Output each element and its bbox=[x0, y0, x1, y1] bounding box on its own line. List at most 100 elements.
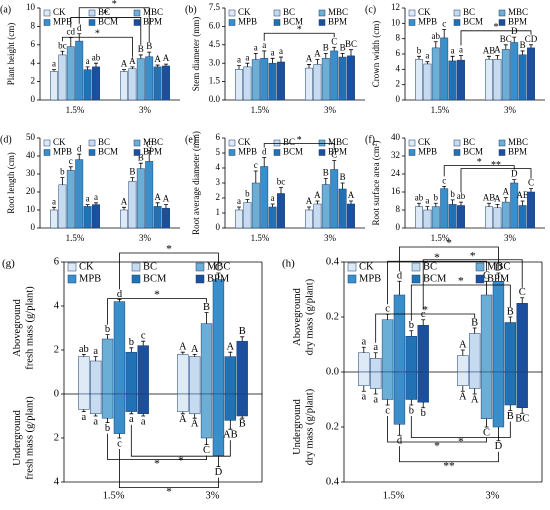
error-bar bbox=[192, 354, 197, 357]
significance-letter: C bbox=[331, 150, 337, 160]
significance-letter: A bbox=[129, 56, 136, 66]
error-bar bbox=[192, 413, 197, 419]
error-bar bbox=[204, 438, 209, 445]
bar bbox=[212, 393, 225, 456]
error-bar bbox=[130, 177, 135, 182]
bar bbox=[251, 59, 260, 101]
legend-swatch bbox=[195, 262, 205, 272]
panel-label: (e) bbox=[185, 134, 196, 145]
error-bar bbox=[138, 162, 143, 169]
error-bar bbox=[164, 204, 168, 209]
error-bar bbox=[459, 201, 463, 206]
error-bar bbox=[323, 178, 328, 185]
error-bar bbox=[237, 206, 241, 210]
significance-letter: B bbox=[129, 167, 135, 177]
y-axis-label: Underground bbox=[12, 409, 23, 466]
error-bar bbox=[155, 64, 160, 67]
bar bbox=[145, 161, 154, 229]
legend-swatch bbox=[88, 9, 96, 17]
error-bar bbox=[361, 346, 366, 353]
bar bbox=[457, 205, 465, 229]
legend-swatch bbox=[318, 19, 326, 26]
significance-bracket bbox=[107, 298, 207, 325]
bar bbox=[89, 360, 102, 395]
significance-letter: B bbox=[239, 326, 246, 337]
error-bar bbox=[141, 413, 146, 417]
significance-letter: d bbox=[397, 436, 403, 447]
significance-bracket bbox=[263, 32, 335, 41]
error-bar bbox=[253, 52, 258, 60]
significance-letter: a bbox=[245, 52, 249, 62]
error-bar bbox=[495, 55, 500, 60]
legend-swatch bbox=[228, 19, 236, 26]
panel-label: (h) bbox=[282, 258, 295, 270]
significance-letter: D bbox=[495, 262, 503, 273]
y-tick-label: 0 bbox=[216, 222, 221, 232]
significance-letter: B bbox=[507, 306, 514, 317]
significance-letter: A bbox=[494, 193, 501, 203]
error-bar bbox=[315, 200, 320, 204]
y-tick-label: 0 bbox=[31, 94, 36, 104]
error-bar bbox=[68, 166, 73, 171]
y-tick-label: 4 bbox=[31, 57, 36, 67]
error-bar bbox=[495, 203, 500, 208]
significance-star: * bbox=[297, 135, 302, 146]
legend-swatch bbox=[195, 274, 205, 284]
legend-swatch bbox=[318, 139, 326, 147]
y-tick-label: 20 bbox=[26, 186, 36, 196]
y-tick-label: 1 bbox=[216, 207, 221, 217]
error-bar bbox=[122, 206, 126, 210]
significance-letter: d bbox=[262, 147, 267, 157]
bar bbox=[448, 60, 457, 101]
significance-letter: ab bbox=[79, 344, 89, 355]
bar bbox=[83, 69, 92, 101]
error-bar bbox=[442, 29, 447, 38]
bar bbox=[66, 46, 75, 101]
significance-letter: c bbox=[442, 19, 446, 29]
error-bar bbox=[129, 347, 134, 353]
bar bbox=[493, 59, 502, 101]
panel-label: (b) bbox=[185, 4, 197, 15]
bar bbox=[501, 201, 510, 229]
error-bar bbox=[155, 202, 160, 207]
bar bbox=[236, 340, 248, 395]
legend-swatch bbox=[411, 262, 421, 272]
significance-letter: a bbox=[237, 55, 241, 65]
significance-letter: C bbox=[146, 140, 152, 150]
bar bbox=[330, 169, 339, 229]
significance-star: * bbox=[166, 244, 172, 256]
y-tick-label: 6 bbox=[216, 132, 221, 142]
bar bbox=[137, 345, 149, 395]
error-bar bbox=[529, 188, 533, 192]
significance-letter: A bbox=[503, 187, 510, 197]
bar bbox=[277, 61, 285, 101]
significance-letter: c bbox=[421, 309, 426, 320]
error-bar bbox=[496, 272, 501, 282]
error-bar bbox=[484, 280, 489, 295]
error-bar bbox=[138, 54, 143, 59]
legend-swatch bbox=[318, 9, 326, 17]
legend-swatch bbox=[347, 262, 357, 272]
y-tick-label: 4 bbox=[216, 162, 221, 172]
bar bbox=[423, 63, 432, 101]
legend-swatch bbox=[133, 9, 141, 17]
bar bbox=[369, 371, 382, 389]
error-bar bbox=[270, 203, 275, 207]
significance-letter: b bbox=[409, 405, 414, 416]
significance-letter: a bbox=[373, 394, 378, 405]
error-bar bbox=[216, 455, 221, 467]
error-bar bbox=[450, 199, 455, 205]
significance-bracket bbox=[410, 284, 511, 321]
legend-label: CK bbox=[418, 137, 431, 147]
error-bar bbox=[228, 420, 233, 430]
bar bbox=[125, 351, 138, 395]
significance-letter: a bbox=[254, 42, 258, 52]
y-axis-label: Aboveground bbox=[12, 298, 23, 356]
significance-letter: B bbox=[507, 411, 514, 422]
y-axis-label: Crown width (cm) bbox=[371, 21, 381, 88]
y-axis-label: Underground bbox=[292, 398, 303, 455]
legend-swatch bbox=[43, 149, 51, 156]
significance-letter: A bbox=[459, 339, 467, 350]
legend-label: MPB bbox=[53, 17, 72, 27]
x-tick-label: 1.5% bbox=[251, 105, 270, 115]
